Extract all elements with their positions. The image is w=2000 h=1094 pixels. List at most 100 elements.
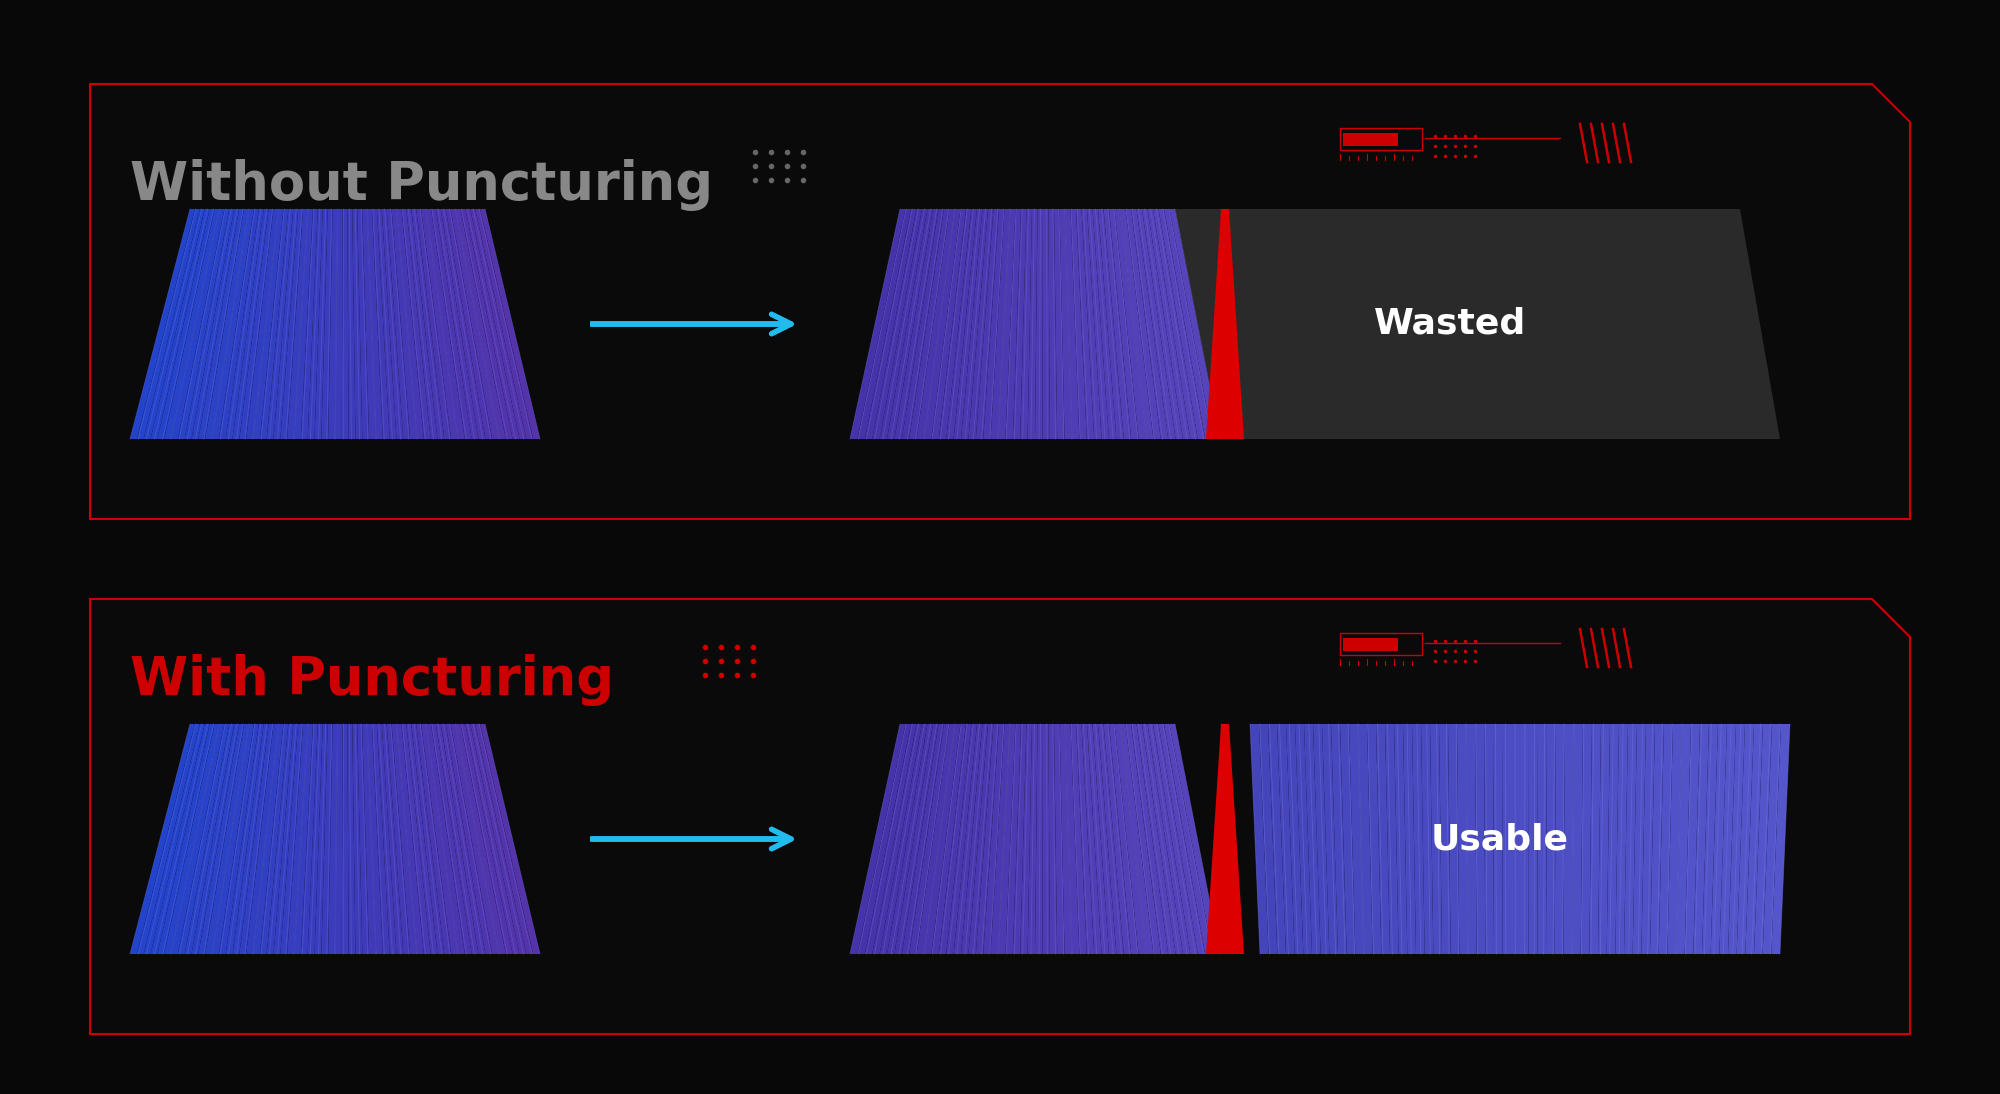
Polygon shape [910, 724, 950, 954]
Polygon shape [1098, 209, 1124, 439]
Polygon shape [984, 724, 1004, 954]
Polygon shape [232, 724, 268, 954]
Polygon shape [1060, 209, 1072, 439]
Polygon shape [368, 724, 382, 954]
Polygon shape [1136, 724, 1176, 954]
Polygon shape [1064, 724, 1080, 954]
Polygon shape [246, 209, 278, 439]
Polygon shape [386, 209, 410, 439]
Polygon shape [1642, 724, 1654, 954]
Polygon shape [1676, 724, 1690, 954]
Polygon shape [1158, 724, 1206, 954]
Polygon shape [1322, 724, 1338, 954]
Polygon shape [880, 209, 928, 439]
Polygon shape [158, 209, 214, 439]
Text: Without Puncturing: Without Puncturing [130, 159, 712, 211]
Polygon shape [1268, 724, 1286, 954]
Polygon shape [1728, 724, 1744, 954]
Polygon shape [192, 209, 240, 439]
Polygon shape [470, 209, 526, 439]
Polygon shape [446, 724, 492, 954]
Polygon shape [1132, 724, 1168, 954]
Polygon shape [1148, 209, 1190, 439]
Polygon shape [1020, 209, 1032, 439]
Polygon shape [1108, 724, 1138, 954]
Polygon shape [308, 209, 322, 439]
Polygon shape [880, 724, 928, 954]
Polygon shape [864, 209, 916, 439]
Polygon shape [314, 724, 328, 954]
Polygon shape [266, 724, 294, 954]
Polygon shape [1104, 209, 1132, 439]
Polygon shape [960, 209, 988, 439]
Polygon shape [460, 209, 512, 439]
Polygon shape [850, 209, 906, 439]
Polygon shape [300, 724, 318, 954]
Polygon shape [910, 209, 950, 439]
Polygon shape [430, 724, 472, 954]
Polygon shape [260, 724, 288, 954]
Polygon shape [144, 209, 204, 439]
Polygon shape [1170, 209, 1220, 439]
Polygon shape [362, 209, 376, 439]
Polygon shape [266, 209, 294, 439]
Polygon shape [1332, 724, 1346, 954]
Polygon shape [90, 84, 1910, 519]
Polygon shape [1098, 724, 1124, 954]
Polygon shape [212, 724, 254, 954]
Bar [1340, 633, 1422, 655]
Polygon shape [1598, 724, 1610, 954]
Polygon shape [1616, 724, 1628, 954]
Polygon shape [1006, 209, 1022, 439]
Polygon shape [864, 724, 916, 954]
Polygon shape [466, 724, 520, 954]
Polygon shape [1358, 724, 1372, 954]
Polygon shape [480, 209, 540, 439]
Polygon shape [1164, 724, 1212, 954]
Polygon shape [998, 724, 1016, 954]
Polygon shape [894, 209, 938, 439]
Polygon shape [1286, 724, 1304, 954]
Polygon shape [456, 209, 506, 439]
Polygon shape [1466, 724, 1476, 954]
Polygon shape [342, 724, 348, 954]
Polygon shape [1492, 724, 1502, 954]
Polygon shape [1702, 724, 1718, 954]
Polygon shape [1042, 724, 1050, 954]
Polygon shape [902, 724, 944, 954]
Polygon shape [422, 724, 458, 954]
Polygon shape [440, 724, 486, 954]
Polygon shape [164, 724, 220, 954]
Polygon shape [184, 724, 234, 954]
Polygon shape [178, 724, 230, 954]
Polygon shape [314, 209, 328, 439]
Polygon shape [352, 724, 362, 954]
Polygon shape [1042, 209, 1050, 439]
Polygon shape [1142, 209, 1184, 439]
Polygon shape [938, 209, 972, 439]
Polygon shape [1136, 209, 1176, 439]
Polygon shape [1120, 209, 1154, 439]
Polygon shape [872, 724, 922, 954]
Polygon shape [426, 724, 464, 954]
Polygon shape [294, 209, 312, 439]
Polygon shape [1060, 724, 1072, 954]
Polygon shape [1312, 724, 1330, 954]
Polygon shape [1092, 724, 1116, 954]
Polygon shape [1120, 724, 1154, 954]
Polygon shape [416, 209, 452, 439]
Polygon shape [1502, 724, 1512, 954]
Polygon shape [158, 724, 214, 954]
Polygon shape [1048, 209, 1058, 439]
Polygon shape [1070, 724, 1086, 954]
Polygon shape [954, 724, 982, 954]
Polygon shape [436, 209, 478, 439]
Polygon shape [348, 724, 356, 954]
Polygon shape [886, 724, 932, 954]
Polygon shape [368, 209, 382, 439]
Polygon shape [998, 209, 1016, 439]
Polygon shape [932, 209, 966, 439]
Polygon shape [1420, 724, 1434, 954]
Polygon shape [1142, 724, 1184, 954]
Polygon shape [1340, 724, 1356, 954]
